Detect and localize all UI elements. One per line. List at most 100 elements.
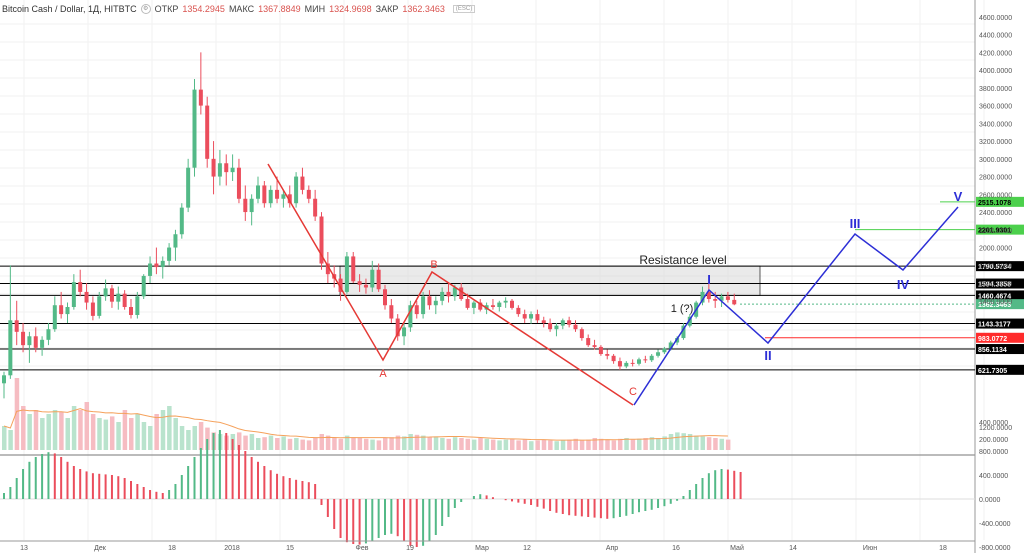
close-label: ЗАКР <box>375 4 399 14</box>
volume-bar <box>516 440 521 450</box>
symbol-title: Bitcoin Cash / Dollar, 1Д, HITBTC <box>2 4 137 14</box>
price-tag-label: 1790.5734 <box>978 264 1011 271</box>
volume-bar <box>160 410 166 450</box>
candle-body <box>719 296 724 301</box>
candle-body <box>65 306 70 315</box>
y-tick-label: 4200.0000 <box>979 50 1012 57</box>
volume-bar <box>357 438 363 450</box>
volume-bar <box>478 438 483 450</box>
candle-body <box>681 325 686 339</box>
y-tick-label: 2000.0000 <box>979 246 1012 253</box>
volume-bar <box>471 439 477 450</box>
volume-bars <box>2 378 731 450</box>
volume-bar <box>325 435 331 450</box>
volume-bar <box>567 439 572 450</box>
candles <box>2 52 737 399</box>
volume-bar <box>408 434 413 450</box>
volume-bar <box>173 418 178 450</box>
volume-bar <box>8 430 13 450</box>
volume-bar <box>687 434 693 450</box>
volume-bar <box>522 439 528 450</box>
volume-bar <box>14 378 20 450</box>
osc-tick-label: 1200.0000 <box>979 425 1012 432</box>
price-tag-label: 856.1134 <box>978 347 1007 354</box>
price-tag-label: 1362.3463 <box>978 302 1011 309</box>
volume-bar <box>122 410 128 450</box>
volume-bar <box>503 439 509 450</box>
settings-icon[interactable]: ⚙ <box>140 4 151 14</box>
x-tick-label: 18 <box>168 545 176 552</box>
x-tick-label: 19 <box>406 545 414 552</box>
y-tick-label: 4400.0000 <box>979 33 1012 40</box>
candle-body <box>586 338 591 346</box>
candle-body <box>78 282 83 292</box>
volume-bar <box>40 418 45 450</box>
candle-body <box>630 362 635 364</box>
candle-body <box>2 375 6 384</box>
price-tag <box>976 332 1024 343</box>
x-tick-label: 15 <box>286 545 294 552</box>
candle-body <box>52 305 57 330</box>
volume-bar <box>592 438 598 450</box>
candle-body <box>503 300 508 303</box>
candle-body <box>516 307 521 315</box>
y-tick-label: 2200.0000 <box>979 228 1012 235</box>
volume-bar <box>675 432 680 450</box>
volume-bar <box>179 426 185 450</box>
y-tick-label: 3600.0000 <box>979 104 1012 111</box>
volume-bar <box>192 426 197 450</box>
volume-moving-average <box>3 408 728 441</box>
candle-body <box>459 287 464 300</box>
volume-bar <box>637 438 642 450</box>
candle-body <box>700 291 705 303</box>
price-tag-label: 1594.3858 <box>978 282 1011 289</box>
volume-bar <box>630 439 636 450</box>
candle-body <box>421 296 426 315</box>
candle-body <box>643 359 648 361</box>
candle-body <box>211 158 216 177</box>
volume-bar <box>725 439 731 450</box>
volume-bar <box>510 438 515 450</box>
volume-bar <box>383 438 388 450</box>
candle-body <box>249 198 254 213</box>
osc-tick-label: 400.0000 <box>979 473 1008 480</box>
wave-label-a: A <box>379 368 387 380</box>
chart-legend-header: Bitcoin Cash / Dollar, 1Д, HITBTC ⚙ ОТКР… <box>2 2 476 16</box>
time-axis: 13 Дек 18 2018 15 Фев 19 Мар 12 Апр 16 Май 14 Июн 18 <box>0 540 975 552</box>
volume-bar <box>84 402 90 450</box>
y-tick-label: 3000.0000 <box>979 157 1012 164</box>
volume-bar <box>414 434 420 450</box>
volume-bar <box>624 438 629 450</box>
wave-label-ii: II <box>764 348 771 363</box>
candle-body <box>465 299 470 308</box>
volume-bar <box>332 438 337 450</box>
candle-body <box>325 263 330 275</box>
volume-bar <box>662 436 667 450</box>
candle-body <box>535 314 540 321</box>
candle-body <box>122 293 127 307</box>
candle-body <box>262 185 267 204</box>
volume-bar <box>497 440 502 450</box>
x-tick-label: Май <box>730 544 744 552</box>
candle-body <box>567 320 572 325</box>
candle-body <box>687 316 692 326</box>
volume-bar <box>300 439 305 450</box>
volume-bar <box>27 414 32 450</box>
candle-body <box>27 336 32 346</box>
volume-bar <box>643 438 648 450</box>
volume-bar <box>351 437 356 450</box>
wave-label-b: B <box>430 259 437 271</box>
candle-body <box>71 282 76 307</box>
volume-bar <box>52 410 58 450</box>
wave-label-v: V <box>954 189 963 204</box>
x-tick-label: Фев <box>356 545 369 552</box>
candle-body <box>598 346 603 355</box>
candle-body <box>617 361 622 367</box>
volume-bar <box>154 414 159 450</box>
volume-bar <box>294 438 299 450</box>
candle-body <box>706 291 711 300</box>
candle-body <box>8 320 13 376</box>
abc-correction-line <box>267 163 634 406</box>
